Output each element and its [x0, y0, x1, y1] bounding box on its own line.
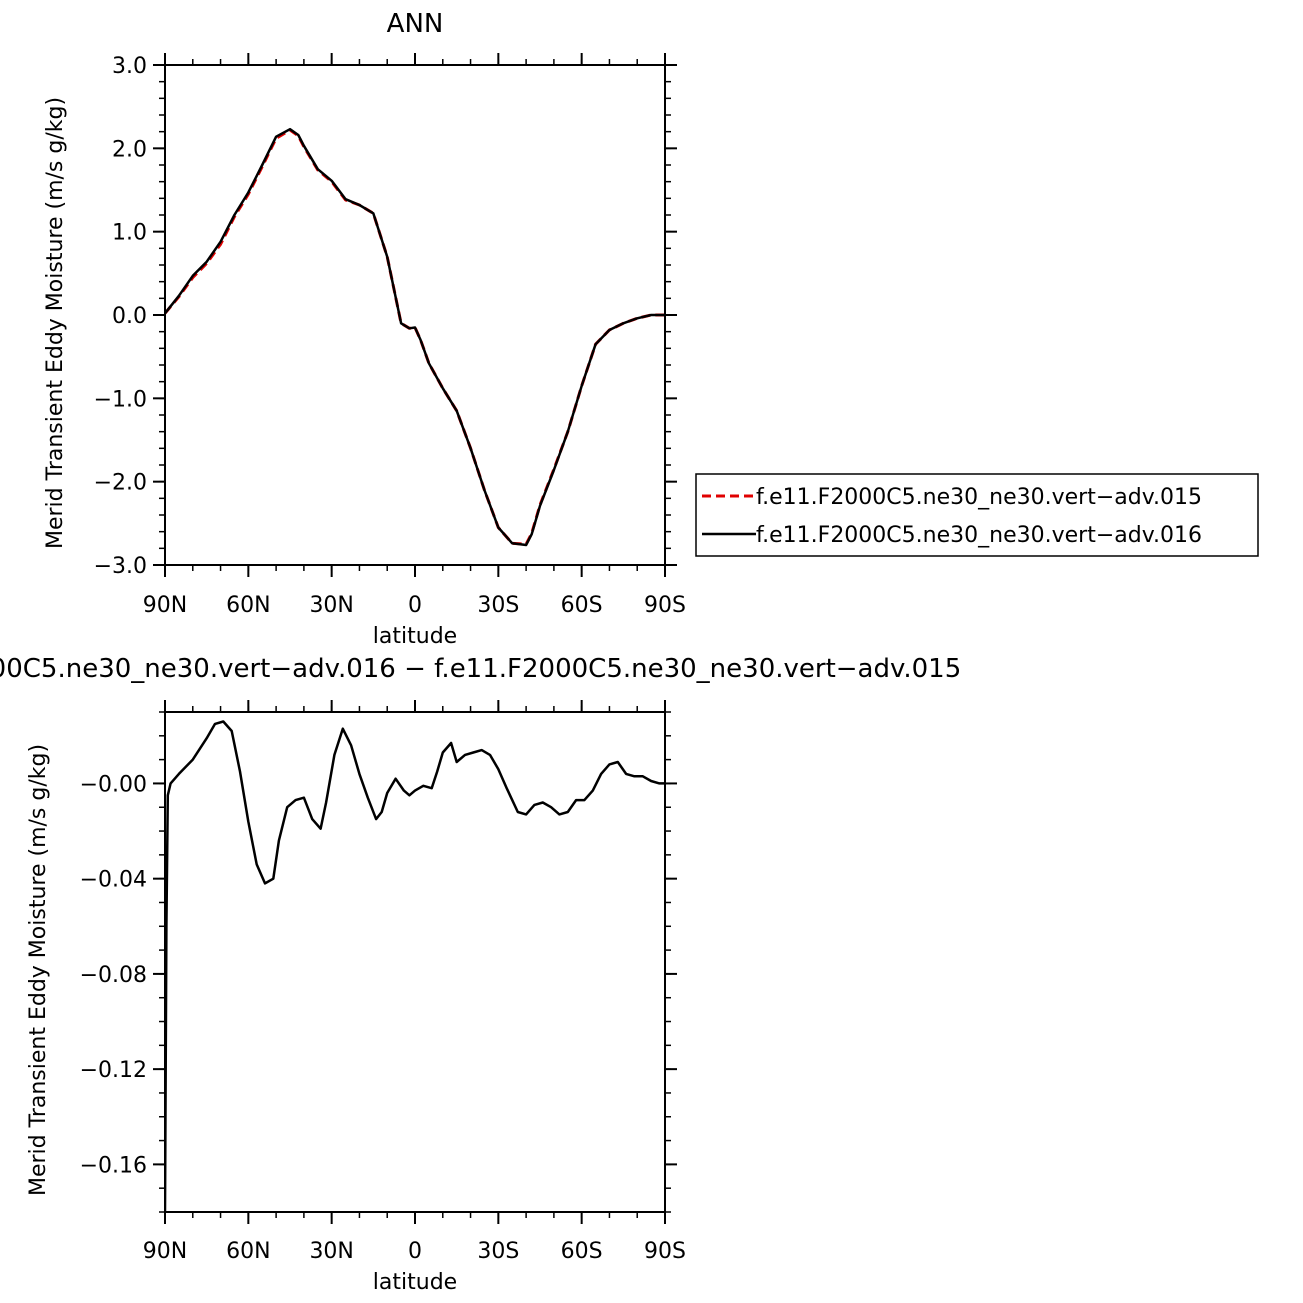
- x-tick-label: 90N: [143, 1239, 187, 1264]
- series-line-0: [165, 128, 665, 546]
- y-tick-label: −0.04: [80, 868, 147, 893]
- y-tick-label: −1.0: [94, 387, 147, 412]
- legend-label-1: f.e11.F2000C5.ne30_ne30.vert−adv.016: [756, 523, 1202, 548]
- x-tick-label: 30S: [477, 593, 519, 618]
- legend-label-0: f.e11.F2000C5.ne30_ne30.vert−adv.015: [756, 485, 1202, 510]
- x-tick-label: 30N: [309, 593, 353, 618]
- y-tick-label: −0.08: [80, 963, 147, 988]
- y-tick-label: −3.0: [94, 554, 147, 579]
- panel-bottom: −0.00 −0.04 −0.08 −0.12 −0.16 90N 60N 30N 0 30S 60…: [0, 654, 961, 1295]
- x-axis-label: latitude: [373, 1270, 457, 1295]
- plot-frame: [164, 64, 666, 566]
- x-tick-label: 90S: [644, 593, 686, 618]
- y-tick-label: 1.0: [112, 221, 147, 246]
- x-tick-label: 0: [408, 593, 422, 618]
- panel-top: 3.0 2.0 1.0 0.0 −1.0 −2.0 −3.0 90N 60N 30N 0 30S 60S…: [43, 9, 1259, 649]
- x-axis-label: latitude: [373, 624, 457, 649]
- series-line-1: [165, 127, 665, 547]
- series-line-0: [165, 720, 665, 1212]
- x-tick-label: 90N: [143, 593, 187, 618]
- x-tick-label: 30S: [477, 1239, 519, 1264]
- y-tick-label: −0.16: [80, 1153, 147, 1178]
- plot-frame: [164, 711, 666, 1213]
- y-tick-label: −0.00: [80, 772, 147, 797]
- y-tick-label: −2.0: [94, 471, 147, 496]
- y-tick-label: 0.0: [112, 304, 147, 329]
- chart-title: f.e11.F2000C5.ne30_ne30.vert−adv.016 − f…: [0, 654, 961, 684]
- x-tick-label: 90S: [644, 1239, 686, 1264]
- y-tick-label: −0.12: [80, 1058, 147, 1083]
- x-tick-label: 60N: [226, 593, 270, 618]
- y-tick-label: 3.0: [112, 54, 147, 79]
- x-tick-label: 60N: [226, 1239, 270, 1264]
- y-axis-label: Merid Transient Eddy Moisture (m/s g/kg): [43, 97, 68, 549]
- y-tick-label: 2.0: [112, 137, 147, 162]
- chart-title: ANN: [387, 9, 444, 39]
- x-tick-label: 30N: [309, 1239, 353, 1264]
- legend-box: [695, 473, 1259, 557]
- x-tick-label: 60S: [561, 593, 603, 618]
- x-tick-label: 60S: [561, 1239, 603, 1264]
- y-axis-label: Merid Transient Eddy Moisture (m/s g/kg): [26, 744, 51, 1196]
- x-tick-label: 0: [408, 1239, 422, 1264]
